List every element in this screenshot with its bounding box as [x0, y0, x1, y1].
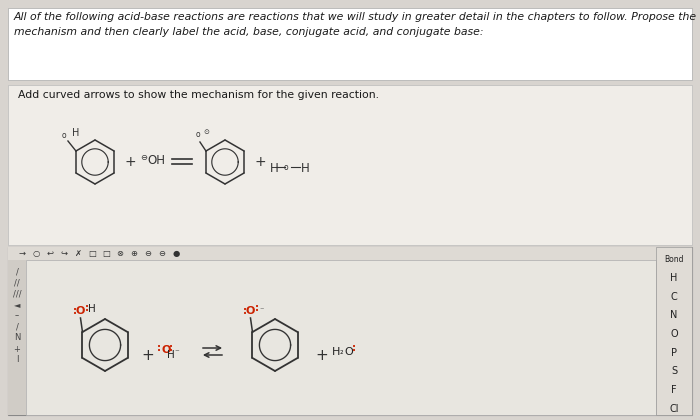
Text: ⊖: ⊖ [144, 249, 151, 258]
Text: H: H [332, 347, 340, 357]
Bar [8, 247, 692, 415]
Text: +: + [141, 347, 155, 362]
Text: /: / [15, 268, 18, 276]
Text: ●: ● [172, 249, 180, 258]
Text: H: H [167, 350, 175, 360]
Text: /: / [15, 323, 18, 331]
Text: ⊖: ⊖ [158, 249, 165, 258]
Text: C: C [671, 291, 678, 302]
Text: □: □ [88, 249, 96, 258]
Text: ///: /// [13, 289, 21, 299]
Text: ↪: ↪ [60, 249, 67, 258]
Text: o: o [62, 131, 66, 140]
Text: ↩: ↩ [46, 249, 53, 258]
Text: O: O [246, 306, 256, 316]
Text: H: H [301, 162, 309, 174]
Text: ⁻: ⁻ [260, 305, 264, 314]
Text: H: H [270, 162, 279, 174]
Text: +: + [316, 347, 328, 362]
Text: :: : [73, 306, 76, 316]
Bar [8, 260, 26, 415]
Text: All of the following acid-base reactions are reactions that we will study in gre: All of the following acid-base reactions… [14, 12, 697, 22]
Text: :: : [255, 303, 258, 313]
Text: □: □ [102, 249, 110, 258]
Text: S: S [671, 366, 677, 376]
Text: ○: ○ [32, 249, 40, 258]
Text: Bond: Bond [664, 255, 684, 264]
Text: :: : [242, 306, 246, 316]
Text: –: – [15, 312, 19, 320]
Text: ⊙: ⊙ [203, 129, 209, 135]
Text: ⁻: ⁻ [174, 349, 179, 357]
Text: Add curved arrows to show the mechanism for the given reaction.: Add curved arrows to show the mechanism … [18, 90, 379, 100]
Bar [8, 8, 692, 80]
Text: H: H [72, 128, 79, 138]
Text: mechanism and then clearly label the acid, base, conjugate acid, and conjugate b: mechanism and then clearly label the aci… [14, 27, 484, 37]
Text: →: → [18, 249, 25, 258]
Text: //: // [14, 278, 20, 288]
Text: OH: OH [147, 155, 165, 168]
Text: :: : [85, 303, 88, 313]
Text: O: O [670, 329, 678, 339]
Text: +: + [254, 155, 266, 169]
Bar [26, 260, 656, 415]
Text: F: F [671, 385, 677, 395]
Text: o: o [195, 130, 200, 139]
Text: P: P [671, 348, 677, 358]
Text: ⊕: ⊕ [130, 249, 137, 258]
Text: O: O [344, 347, 353, 357]
Bar [656, 247, 692, 415]
Text: :: : [169, 343, 173, 353]
Text: H: H [671, 273, 678, 283]
Text: ⊗: ⊗ [116, 249, 123, 258]
Text: I: I [15, 355, 18, 365]
Text: N: N [14, 333, 20, 342]
Text: H: H [88, 304, 96, 314]
Text: N: N [671, 310, 678, 320]
Text: +: + [124, 155, 136, 169]
Text: +: + [13, 344, 20, 354]
Text: :: : [352, 343, 356, 353]
Text: ◄: ◄ [14, 300, 20, 310]
Bar [8, 85, 692, 245]
Text: Cl: Cl [669, 404, 679, 414]
Text: O: O [76, 306, 85, 316]
Text: ⊖: ⊖ [140, 152, 147, 162]
Text: ₂: ₂ [340, 347, 344, 357]
Text: :: : [157, 343, 161, 353]
Text: ✗: ✗ [74, 249, 81, 258]
Text: O: O [162, 345, 172, 355]
Bar [8, 247, 692, 260]
Text: o: o [284, 163, 288, 173]
